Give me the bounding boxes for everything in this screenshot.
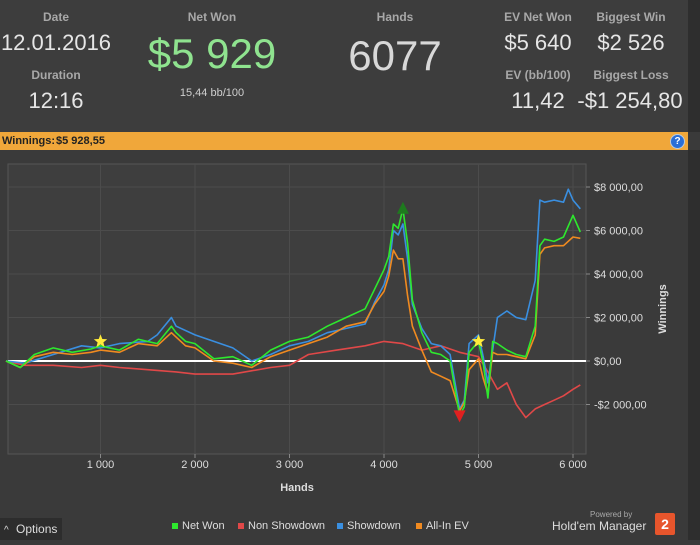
legend-swatch-all-in-ev: [416, 523, 422, 530]
x-axis-title: Hands: [280, 482, 314, 494]
date-label: Date: [42, 10, 69, 24]
y-tick-label: $0,00: [594, 356, 622, 368]
legend-label-showdown: Showdown: [347, 520, 401, 532]
legend-label-net-won: Net Won: [182, 520, 225, 532]
star-marker-icon: [93, 334, 108, 348]
y-tick-label: $6 000,00: [594, 226, 643, 238]
x-tick-label: 3 000: [276, 459, 304, 471]
y-tick-label: $8 000,00: [594, 182, 643, 194]
biggest-loss-label: Biggest Loss: [593, 68, 669, 82]
ev-bb-value: 11,42: [511, 88, 565, 113]
powered-by: Powered by: [590, 510, 633, 519]
hm2-logo-icon: 2: [655, 513, 675, 535]
legend-swatch-non-showdown: [238, 523, 244, 530]
options-label: Options: [16, 522, 58, 536]
x-tick-label: 6 000: [559, 459, 587, 471]
scroll-edge: [688, 0, 700, 132]
y-tick-label: $4 000,00: [594, 269, 643, 281]
net-won-value: $5 929: [147, 30, 277, 77]
biggest-loss-value: -$1 254,80: [577, 88, 683, 113]
x-tick-label: 5 000: [465, 459, 493, 471]
legend-item-showdown: Showdown: [337, 520, 401, 532]
legend-label-non-showdown: Non Showdown: [248, 520, 326, 532]
right-edge-bar: [688, 150, 700, 540]
series-line-showdown: [5, 188, 581, 410]
duration-value: 12:16: [28, 88, 84, 113]
chart-panel: 1 000 2 000 3 000 4 000 5 000 6 000 $8 000,00 $…: [0, 150, 688, 540]
legend-item-all-in-ev: All-In EV: [416, 520, 469, 532]
x-tick-label: 4 000: [370, 459, 398, 471]
biggest-win-triangle-icon: [396, 201, 409, 214]
legend-item-net-won: Net Won: [172, 520, 225, 532]
help-icon[interactable]: ?: [670, 134, 685, 149]
biggest-win-label: Biggest Win: [596, 10, 666, 24]
bb100-value: 15,44 bb/100: [179, 87, 245, 99]
y-tick-label: $2 000,00: [594, 313, 643, 325]
winnings-label: Winnings:: [2, 135, 56, 147]
ev-net-won-label: EV Net Won: [504, 10, 572, 24]
star-marker-icon: [471, 334, 486, 348]
x-tick-label: 1 000: [87, 459, 115, 471]
legend-swatch-showdown: [337, 523, 343, 530]
y-axis-title: Winnings: [657, 284, 669, 333]
duration-label: Duration: [31, 68, 81, 82]
series-line-net-won: [5, 207, 582, 417]
series-line-non-showdown: [5, 340, 581, 419]
chevron-up-icon: ^: [4, 525, 9, 536]
hands-label: Hands: [376, 10, 414, 24]
options-button[interactable]: ^ Options: [0, 518, 62, 540]
date-value: 12.01.2016: [0, 30, 112, 55]
biggest-win-value: $2 526: [597, 30, 665, 55]
winnings-bar: Winnings: $5 928,55 ?: [0, 132, 688, 150]
stats-header: Date 12.01.2016 Duration 12:16 Net Won $…: [0, 0, 700, 132]
biggest-loss-triangle-icon: [453, 410, 466, 423]
brand-name: Hold'em Manager: [552, 519, 647, 533]
legend-swatch-net-won: [172, 523, 178, 530]
winnings-value: $5 928,55: [56, 135, 105, 147]
legend-item-non-showdown: Non Showdown: [238, 520, 325, 532]
y-tick-label: -$2 000,00: [594, 400, 647, 412]
hands-value: 6077: [348, 32, 442, 79]
series-line-all-in-ev: [5, 236, 581, 412]
net-won-label: Net Won: [187, 10, 237, 24]
ev-net-won-value: $5 640: [504, 30, 572, 55]
ev-bb-label: EV (bb/100): [505, 68, 571, 82]
legend-label-all-in-ev: All-In EV: [426, 520, 469, 532]
x-tick-label: 2 000: [181, 459, 209, 471]
winnings-chart: 1 000 2 000 3 000 4 000 5 000 6 000 $8 000,00 $…: [5, 163, 669, 494]
